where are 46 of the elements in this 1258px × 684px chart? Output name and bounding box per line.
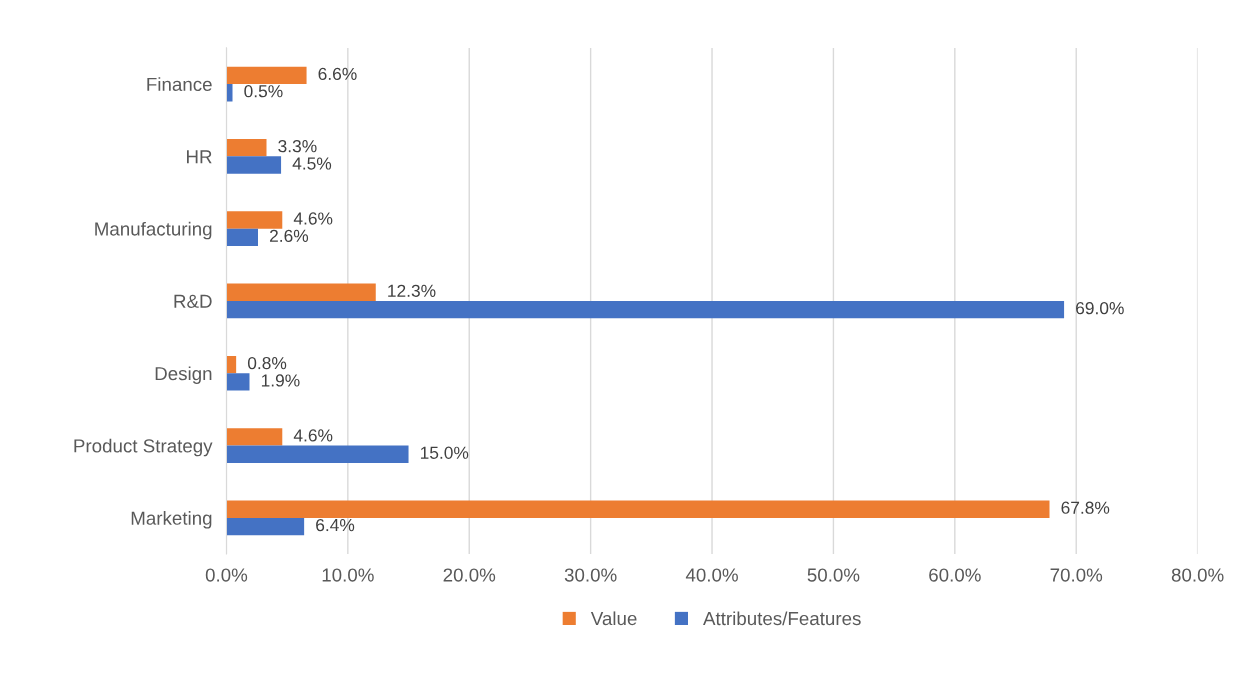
data-label: 1.9%	[261, 374, 300, 387]
y-tick-label: R&D	[174, 294, 212, 308]
x-tick-label: 30.0%	[564, 568, 617, 582]
y-tick-label: HR	[187, 150, 212, 164]
bar	[226, 300, 1065, 319]
bar	[226, 84, 233, 102]
x-tick-label: 10.0%	[322, 568, 374, 582]
legend-label: Attributes/Features	[703, 611, 861, 626]
bar	[226, 355, 237, 374]
y-tick-label: Product Strategy	[74, 438, 213, 457]
bar	[226, 66, 307, 85]
bar	[226, 283, 376, 301]
data-label: 12.3%	[388, 284, 436, 297]
data-label: 4.6%	[293, 212, 333, 225]
x-tick-label: 70.0%	[1050, 568, 1103, 582]
data-label: 0.8%	[247, 356, 287, 370]
bar	[226, 445, 409, 463]
x-tick-label: 50.0%	[807, 568, 860, 582]
bar	[226, 138, 267, 157]
x-tick-label: 20.0%	[443, 568, 496, 582]
data-label: 69.0%	[1076, 302, 1124, 315]
bar	[226, 373, 250, 391]
data-label: 4.6%	[293, 429, 333, 442]
data-label: 6.6%	[318, 67, 357, 81]
y-tick-label: Design	[155, 366, 212, 384]
data-label: 2.6%	[269, 229, 309, 242]
bar	[226, 428, 283, 446]
data-label: 67.8%	[1061, 501, 1110, 514]
y-tick-label: Marketing	[131, 511, 212, 529]
x-tick-label: 40.0%	[685, 568, 738, 582]
bar	[226, 500, 1050, 518]
data-label: 15.0%	[420, 446, 469, 459]
data-label: 4.5%	[292, 157, 332, 170]
y-tick-label: Finance	[147, 77, 212, 92]
legend-label: Value	[590, 611, 637, 626]
data-label: 3.3%	[278, 140, 317, 153]
x-tick-label: 80.0%	[1171, 568, 1224, 582]
data-label: 0.5%	[244, 85, 283, 98]
x-tick-label: 60.0%	[929, 568, 981, 582]
bar	[226, 211, 283, 229]
x-tick-label: 0.0%	[205, 568, 248, 582]
y-tick-label: Manufacturing	[95, 221, 212, 240]
bar	[226, 156, 282, 174]
data-label: 6.4%	[316, 518, 355, 532]
bar	[226, 517, 305, 536]
bar	[226, 228, 258, 247]
